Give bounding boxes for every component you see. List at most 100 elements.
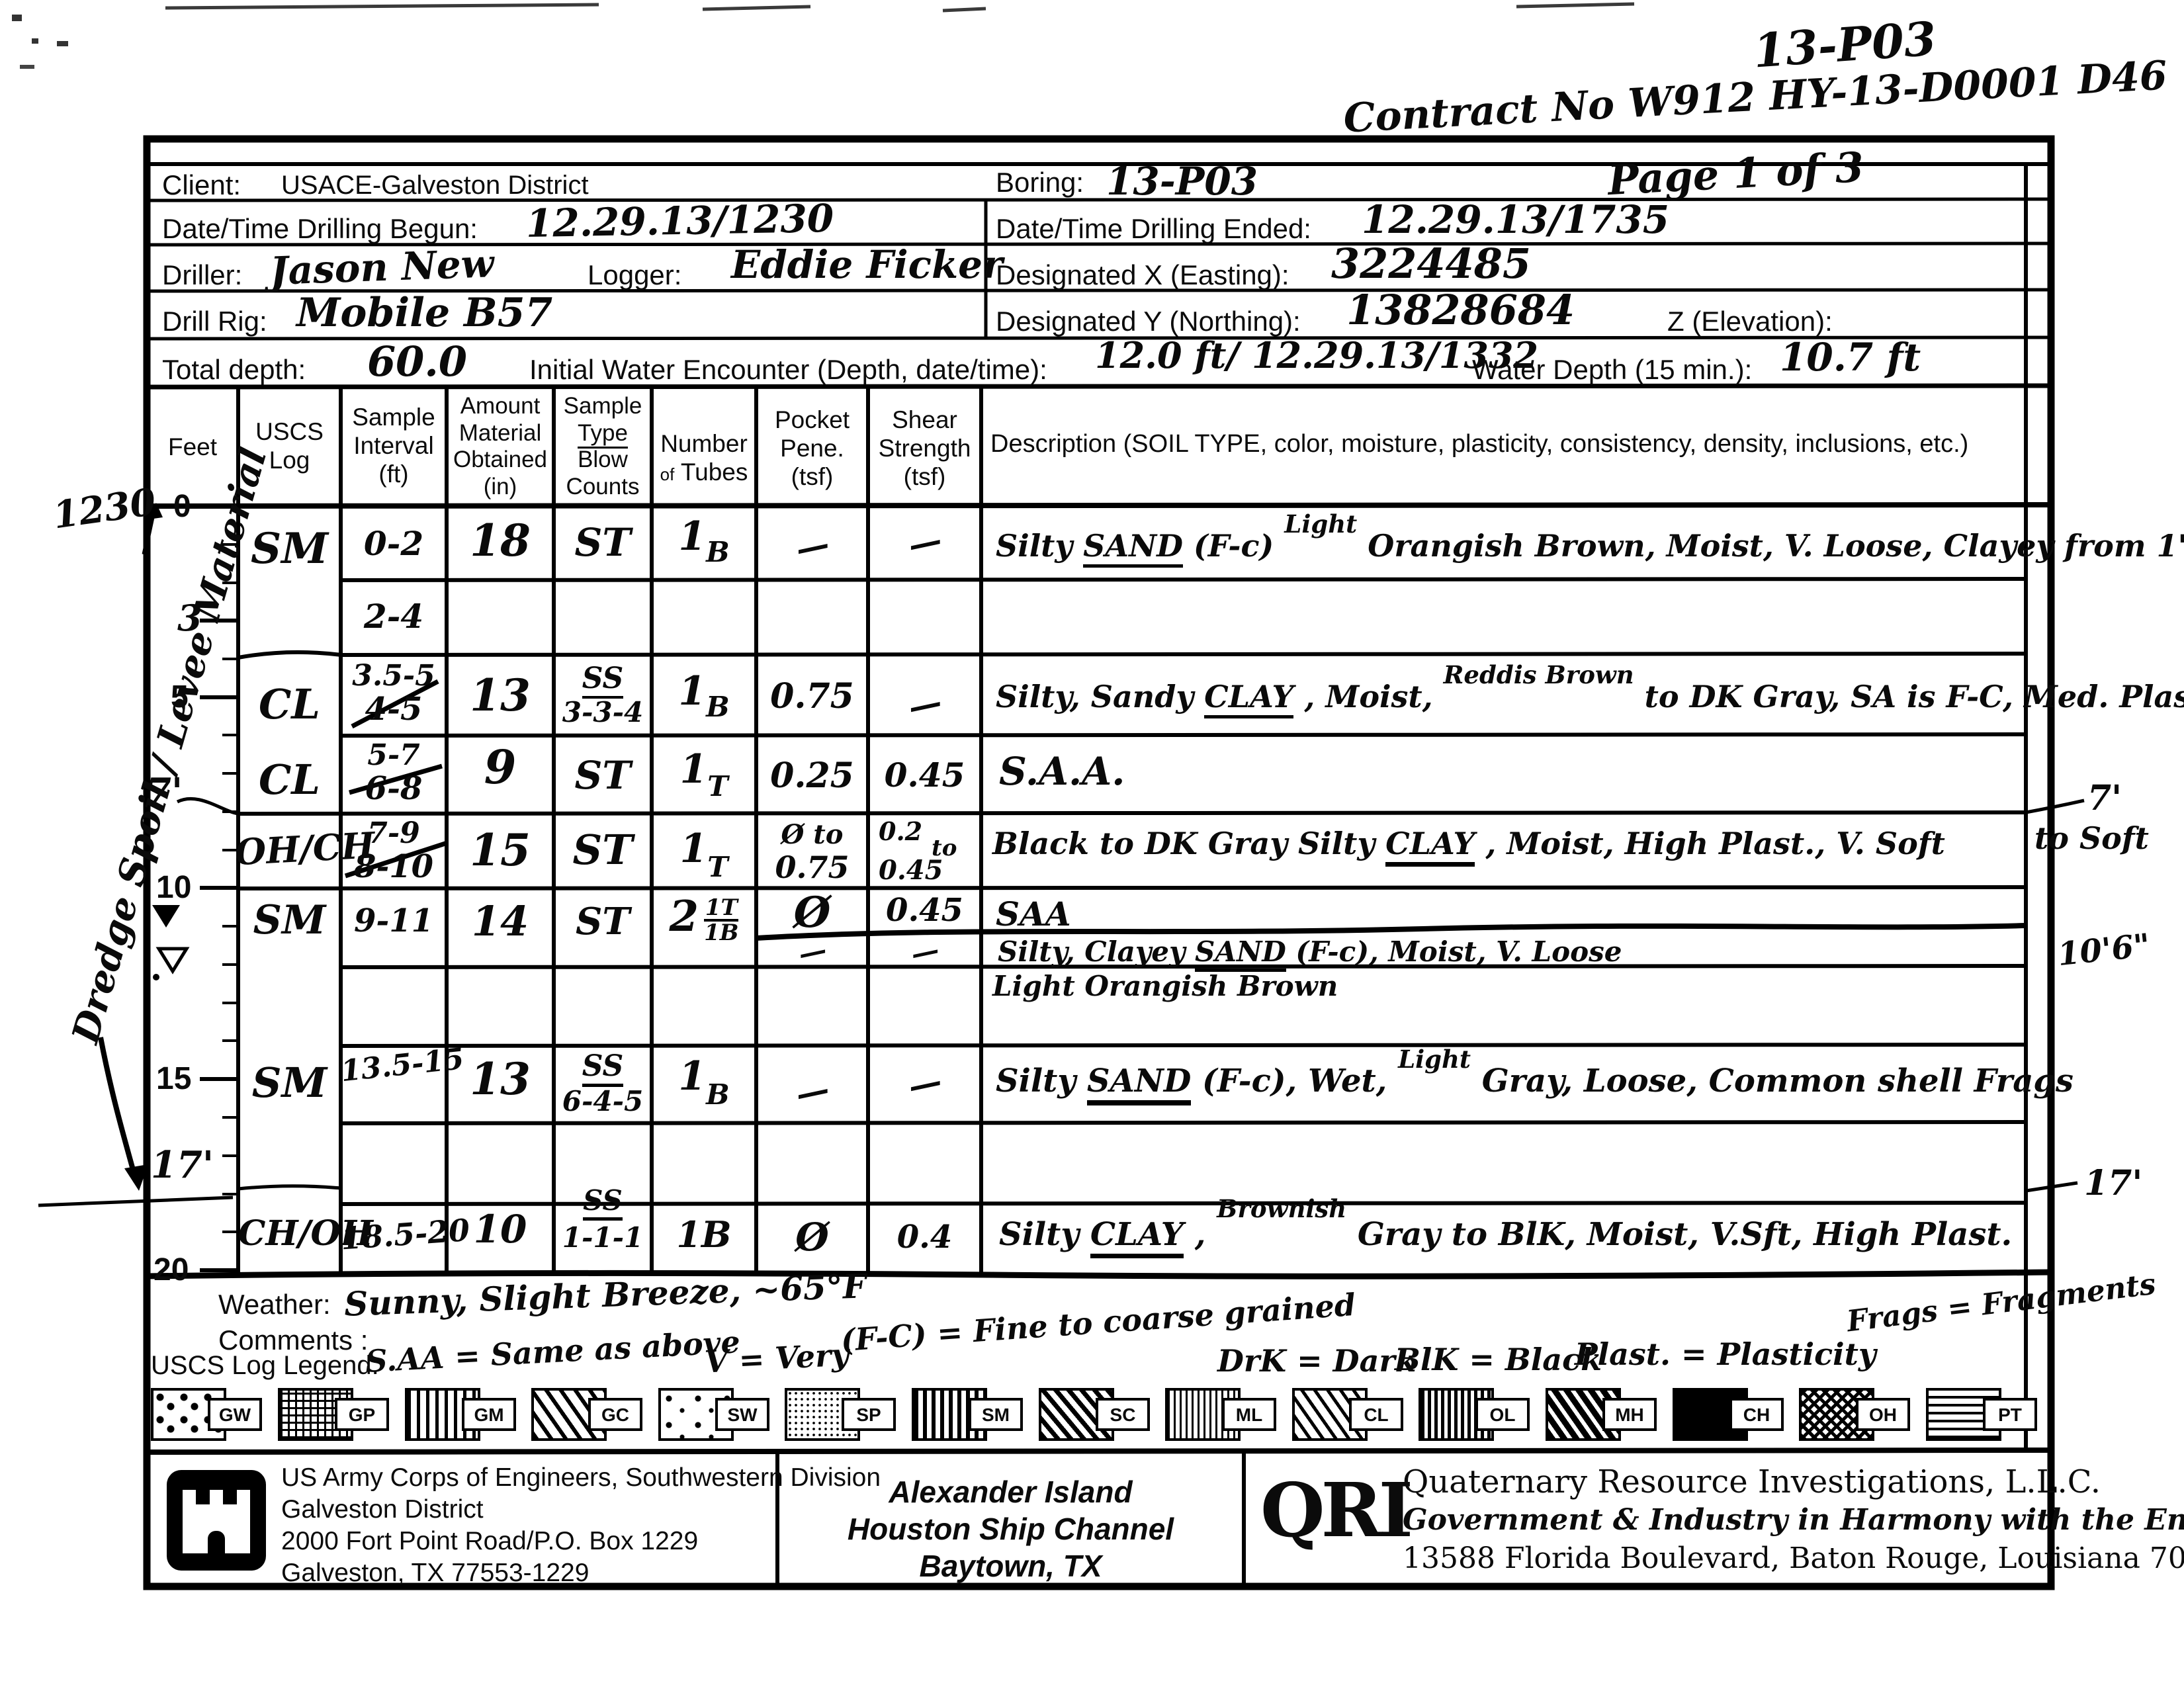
boring-value: 13-P03: [1106, 159, 1258, 204]
amount-material-cell: 18: [470, 515, 531, 566]
sample-interval-crossed-out: 4-5: [365, 691, 423, 728]
castle-tower: [237, 1490, 250, 1506]
legend-item-gc: GC: [531, 1388, 658, 1442]
depth-label-7: 7': [146, 770, 183, 814]
desc-superscript: Light: [1284, 509, 1358, 539]
depth-label-10: 10: [156, 870, 192, 905]
drilling-begun-value: 12.29.13/1230: [525, 195, 834, 247]
description-overflow: to Soft: [2034, 820, 2149, 856]
drilling-begun-label: Date/Time Drilling Begun:: [162, 213, 478, 244]
col-header-si-line1: Sample: [352, 404, 435, 431]
col-header-nt-line2: Tubes: [680, 458, 748, 486]
description-cell: Silty SAND (F-c), Wet, Light Gray, Loose…: [996, 1045, 2074, 1105]
desc-seg: (F-c), Moist, V. Loose: [1295, 935, 1622, 968]
tube-type: B: [706, 1078, 730, 1111]
sample-type-cell: ST: [572, 826, 633, 874]
client-value: USACE-Galveston District: [281, 171, 589, 200]
legend-item-cl: CL: [1292, 1388, 1419, 1442]
uscs-log-cell: SM: [251, 1059, 328, 1107]
tubes-cell: 1B: [652, 513, 756, 568]
tube-count: 1: [678, 1053, 707, 1100]
pocket-pene-cell: Ø: [793, 888, 831, 937]
col-header-feet: Feet: [167, 433, 218, 460]
uscs-code-label: GM: [462, 1398, 516, 1431]
drill-rig-value: Mobile B57: [296, 290, 553, 336]
sample-interval-crossed-out: 8-10: [353, 848, 434, 885]
pocket-dash: —: [791, 1068, 833, 1114]
tube-count: 1: [679, 826, 708, 872]
col-header-sample-type: Sample Type Blow Counts: [554, 393, 652, 500]
desc-soil-type: SAND: [1195, 935, 1286, 972]
col-header-uscs-line2: Log: [269, 446, 310, 474]
pocket-dash: —: [795, 933, 830, 971]
pocket-dash: —: [791, 523, 833, 569]
col-header-ss-line3: (tsf): [903, 462, 946, 490]
col-header-st-line2: Type: [578, 419, 628, 449]
desc-superscript: Reddis Brown: [1443, 660, 1634, 689]
tube-type-top: 1T: [705, 894, 738, 921]
tube-type: T: [707, 770, 728, 802]
sample-interval-cell: 2-4: [363, 597, 424, 636]
tubes-cell: 1T: [652, 826, 756, 883]
shear-dash: —: [907, 933, 942, 971]
initial-water-label: Initial Water Encounter (Depth, date/tim…: [529, 354, 1047, 385]
sample-type-cell: ST: [575, 900, 631, 943]
client-label: Client:: [162, 169, 241, 200]
uscs-code-label: SP: [842, 1398, 896, 1431]
desc-seg: (F-c): [1194, 528, 1274, 564]
col-header-ss-line2: Strength: [878, 434, 971, 462]
legend-item-sw: SW: [658, 1388, 785, 1442]
col-header-am-line2: Material: [459, 419, 542, 446]
tube-count: 1: [678, 513, 707, 560]
sample-interval-corrected: 5-7: [367, 738, 420, 772]
uscs-pattern-mh: [1546, 1388, 1621, 1441]
desc-seg: Silty: [996, 1062, 1076, 1100]
shear-strength-cell: 0.45: [886, 892, 963, 929]
total-depth-label: Total depth:: [162, 354, 306, 385]
col-header-nt-line1: Number: [660, 430, 748, 457]
shear-range-bottom: 0.45: [879, 855, 943, 886]
col-header-sample-interval: Sample Interval (ft): [341, 404, 447, 489]
water-depth-label: Water Depth (15 min.):: [1472, 354, 1753, 385]
depth-label-17: 17': [151, 1143, 214, 1187]
tube-count: 1: [678, 668, 707, 714]
desc-seg: Silty: [999, 1216, 1080, 1253]
right-margin-17ft-note: 17': [2084, 1163, 2143, 1203]
usace-address-line2: Galveston District: [281, 1495, 484, 1524]
elevation-label: Z (Elevation):: [1667, 306, 1833, 337]
sample-type-code: SS: [583, 1184, 623, 1221]
legend-item-gw: GW: [151, 1388, 278, 1442]
description-cell: SAA: [996, 894, 1071, 933]
amount-material-cell: 14: [471, 897, 529, 945]
easting-value: 3224485: [1331, 239, 1531, 288]
castle-door: [208, 1531, 225, 1553]
comment-drk: DrK = Dark: [1217, 1343, 1417, 1379]
sample-type-code: SS: [582, 1049, 624, 1087]
shear-strength-sub: —: [868, 933, 981, 971]
col-header-shear-strength: Shear Strength (tsf): [868, 406, 981, 492]
tubes-cell: 1B: [652, 668, 756, 723]
tubes-cell: 2 1T 1B: [652, 892, 756, 944]
qri-company-name: Quaternary Resource Investigations, L.L.…: [1403, 1463, 2101, 1500]
sample-interval-cell: 9-11: [353, 902, 434, 939]
qri-logo: QRI: [1260, 1467, 1413, 1554]
uscs-code-label: ML: [1222, 1398, 1276, 1431]
legend-item-gp: GP: [278, 1388, 405, 1442]
col-header-pp-line2: Pene.: [780, 434, 844, 462]
shear-range-top: 0.2: [879, 816, 923, 846]
easting-label: Designated X (Easting):: [996, 259, 1289, 290]
initial-water-value: 12.0 ft/ 12.29.13/1332: [1095, 334, 1539, 376]
sample-interval-cell: 18.5-20: [339, 1212, 471, 1257]
description-cell: Silty, Sandy CLAY , Moist, Reddis Brown …: [996, 660, 2184, 718]
pocket-pene-cell: Ø: [795, 1215, 829, 1260]
tubes-cell: 1T: [652, 746, 756, 802]
shear-strength-cell: —: [868, 681, 981, 726]
col-header-number-of-tubes: Number of Tubes: [652, 430, 756, 487]
uscs-code-label: SW: [715, 1398, 769, 1431]
uscs-code-label: SM: [969, 1398, 1023, 1431]
desc-seg: Gray, Loose, Common shell Frags: [1481, 1062, 2074, 1100]
desc-seg: Orangish Brown, Moist, V. Loose, Clayey …: [1368, 528, 2184, 564]
col-header-st-line4: Counts: [566, 473, 640, 499]
uscs-log-cell: SM: [250, 524, 329, 574]
uscs-code-label: GC: [588, 1398, 642, 1431]
